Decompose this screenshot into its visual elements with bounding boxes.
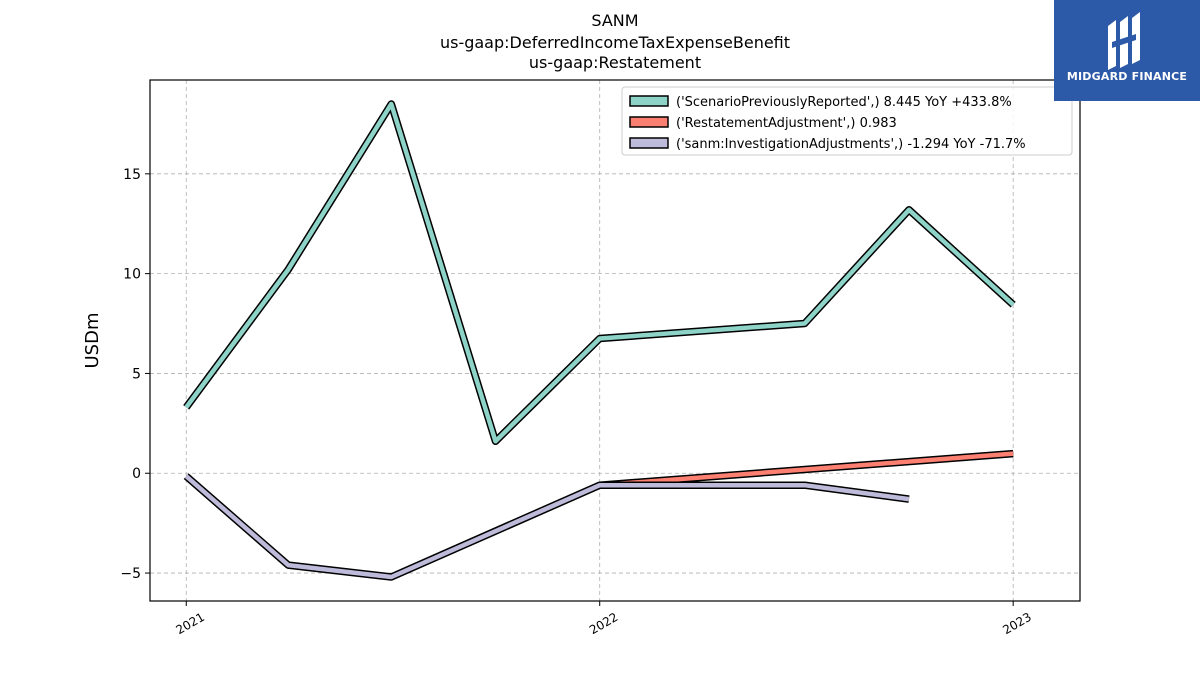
series-layer [183, 100, 1016, 581]
y-tick-label: 5 [132, 366, 141, 382]
legend-box [621, 86, 1073, 156]
legend-swatch [629, 95, 669, 107]
legend-entry-label: ('ScenarioPreviouslyReported',) 8.445 Yo… [676, 95, 1012, 110]
chart-title-line-1: SANM [591, 11, 638, 30]
axes: −5 0 5 10 15 2021 2022 2023 [120, 167, 1034, 637]
y-tick-label: −5 [120, 566, 141, 582]
y-tick-label: 0 [132, 466, 141, 482]
chart-title-line-3: us-gaap:Restatement [529, 53, 701, 72]
brand-name: MIDGARD FINANCE [1066, 70, 1188, 83]
y-tick-label: 15 [123, 167, 141, 183]
series-2-outline [183, 473, 910, 581]
x-tick-label: 2023 [1000, 610, 1033, 637]
series-0-line [184, 101, 1015, 444]
x-tick-label: 2021 [174, 610, 207, 637]
y-tick-label: 10 [123, 267, 141, 283]
chart-title-line-2: us-gaap:DeferredIncomeTaxExpenseBenefit [440, 33, 790, 52]
legend-swatch [629, 137, 669, 149]
brand-mark-icon [1108, 12, 1140, 70]
grid-lines [150, 80, 1080, 601]
legend-entry-label: ('RestatementAdjustment',) 0.983 [676, 116, 897, 131]
legend: ('ScenarioPreviouslyReported',) 8.445 Yo… [621, 86, 1073, 156]
legend-swatch [629, 116, 669, 128]
legend-entry-label: ('sanm:InvestigationAdjustments',) -1.29… [676, 137, 1026, 152]
brand-logo: MIDGARD FINANCE [1054, 0, 1200, 101]
y-axis-label: USDm [82, 313, 103, 369]
plot-frame [149, 79, 1081, 602]
x-tick-label: 2022 [587, 610, 620, 637]
series-2-line [184, 474, 910, 580]
series-1-line [599, 451, 1014, 488]
chart-title: SANM us-gaap:DeferredIncomeTaxExpenseBen… [440, 11, 790, 72]
